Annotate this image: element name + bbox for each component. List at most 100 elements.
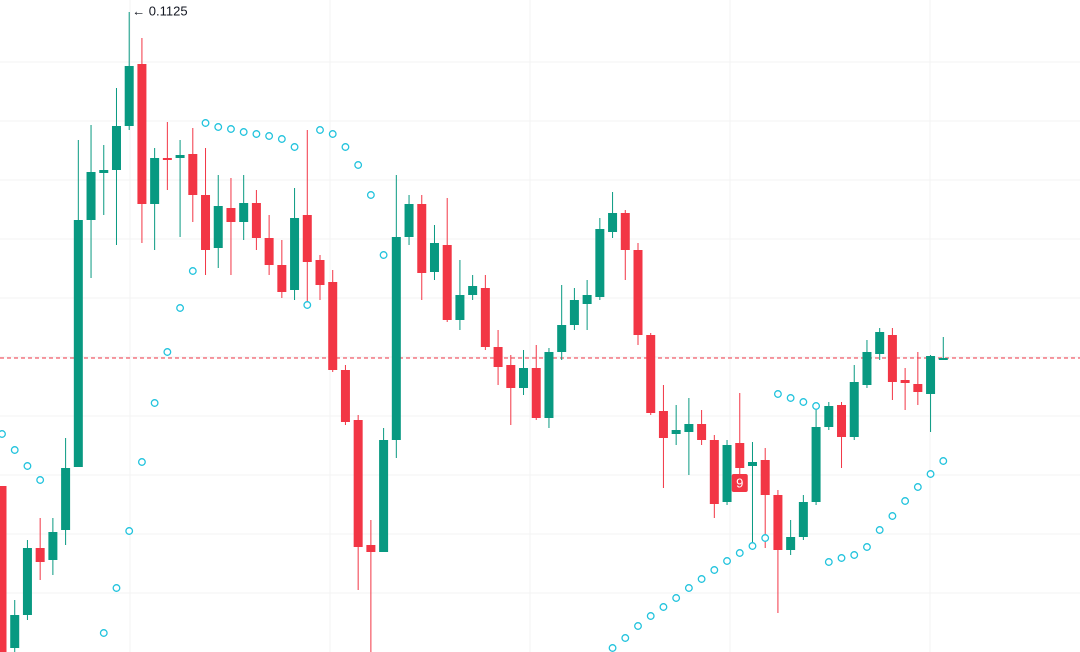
candle-body xyxy=(633,250,643,335)
sar-dot xyxy=(799,398,808,406)
candle-body xyxy=(239,203,249,222)
sar-dot xyxy=(163,348,172,356)
candle-body xyxy=(213,206,223,248)
sar-dot xyxy=(303,301,312,309)
candle-body xyxy=(429,243,439,272)
sar-dot xyxy=(10,446,19,454)
sar-dot xyxy=(913,483,922,491)
sar-dot xyxy=(748,542,757,550)
sar-dot xyxy=(888,512,897,520)
candle-body xyxy=(99,170,109,173)
sar-dot xyxy=(290,143,299,151)
candle-body xyxy=(862,352,872,385)
candle-body xyxy=(582,295,592,304)
sar-dot xyxy=(366,191,375,199)
sar-dot xyxy=(735,549,744,557)
sar-dot xyxy=(227,125,235,133)
candle-body xyxy=(531,368,541,418)
sar-dot xyxy=(354,161,363,169)
sar-dot xyxy=(328,130,337,138)
candle-body xyxy=(824,406,834,427)
candle-body xyxy=(747,462,757,466)
sar-dot xyxy=(837,554,846,562)
candle-body xyxy=(620,213,630,250)
candle-body xyxy=(391,237,401,440)
sar-dot xyxy=(634,622,642,630)
candle-body xyxy=(709,440,719,504)
candle-body xyxy=(379,440,389,552)
high-label: ← 0.1125 xyxy=(132,3,187,18)
sar-dot xyxy=(850,551,859,559)
candle-body xyxy=(837,405,847,437)
candle-body xyxy=(569,300,579,325)
candle-body xyxy=(175,155,185,158)
candle-body xyxy=(150,158,160,204)
candle-body xyxy=(226,208,236,222)
event-label: 9 xyxy=(736,475,743,490)
sar-dot xyxy=(684,584,693,592)
sar-dot xyxy=(252,130,261,138)
candle-body xyxy=(646,335,656,413)
sar-dot xyxy=(0,430,6,438)
candle-body xyxy=(760,460,770,495)
candle-body xyxy=(302,215,312,262)
sar-dot xyxy=(672,594,681,602)
candle-body xyxy=(290,218,300,290)
sar-dot xyxy=(875,526,884,534)
candle-body xyxy=(455,295,465,320)
candle-body xyxy=(10,615,20,648)
candle-body xyxy=(366,545,376,552)
sar-dot xyxy=(125,527,134,535)
candle-body xyxy=(328,282,338,370)
candle-body xyxy=(900,380,910,383)
candle-body xyxy=(875,332,885,354)
candle-body xyxy=(340,370,350,422)
candle-body xyxy=(124,66,134,126)
sar-dot xyxy=(214,123,223,131)
candle-body xyxy=(73,220,83,467)
candle-body xyxy=(35,548,45,562)
candle-body xyxy=(658,411,668,438)
candle-body xyxy=(608,213,618,232)
candle-body xyxy=(786,537,796,550)
candle-body xyxy=(251,203,261,238)
candle-body xyxy=(188,154,198,195)
sar-dot xyxy=(621,634,630,642)
candle-body xyxy=(48,532,58,560)
candle-body xyxy=(735,443,745,468)
sar-dot xyxy=(697,575,706,583)
candle-body xyxy=(926,356,936,394)
candle-body xyxy=(480,288,490,347)
candle-body xyxy=(468,286,478,295)
candle-body xyxy=(849,382,859,437)
candle-body xyxy=(277,265,287,292)
candle-body xyxy=(264,238,274,265)
candle-body xyxy=(22,548,32,615)
candle-body xyxy=(798,502,808,537)
sar-dot xyxy=(786,394,795,402)
candle-body xyxy=(544,352,554,418)
sar-dot xyxy=(316,126,324,134)
sar-dot xyxy=(812,402,821,410)
sar-dot xyxy=(926,470,935,478)
sar-dot xyxy=(99,629,108,637)
sar-dot xyxy=(608,644,617,652)
sar-dot xyxy=(824,558,833,566)
candle-body xyxy=(137,64,147,204)
sar-dot xyxy=(723,557,731,565)
candle-body xyxy=(557,325,567,352)
candle-body xyxy=(111,126,121,170)
candle-body xyxy=(493,347,503,367)
candle-body xyxy=(417,204,427,273)
candle-body xyxy=(404,204,414,237)
candle-body xyxy=(722,445,732,502)
sar-dot xyxy=(23,462,32,470)
candle-body xyxy=(773,495,783,550)
sar-dot xyxy=(137,458,146,466)
sar-dot xyxy=(112,584,121,592)
sar-dot xyxy=(239,128,248,136)
candle-body xyxy=(697,424,707,440)
